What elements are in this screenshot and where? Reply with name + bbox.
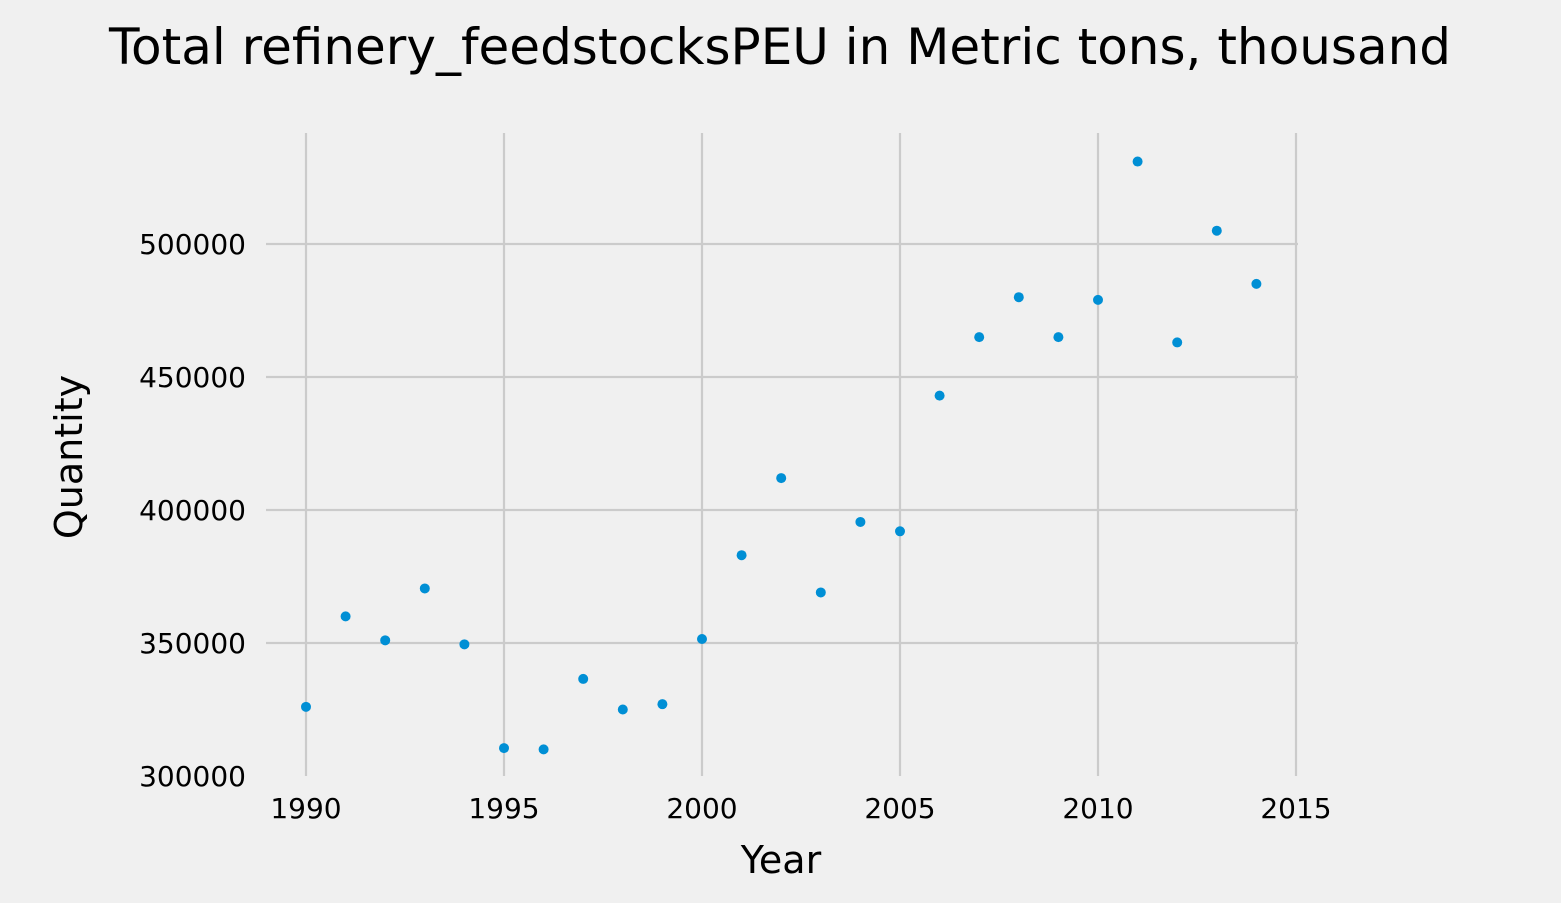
data-point xyxy=(657,699,668,710)
chart-title: Total refinery_feedstocksPEU in Metric t… xyxy=(108,18,1451,76)
data-point xyxy=(340,611,351,622)
data-point xyxy=(1172,337,1183,348)
data-point xyxy=(538,744,549,755)
data-point xyxy=(776,473,787,484)
data-point xyxy=(736,550,747,561)
data-point xyxy=(895,526,905,537)
data-point xyxy=(1211,225,1222,236)
x-tick-label: 1995 xyxy=(468,792,539,825)
y-tick-label: 500000 xyxy=(139,228,246,261)
data-point xyxy=(697,634,707,645)
y-tick-label: 300000 xyxy=(139,760,246,793)
data-point xyxy=(380,635,391,646)
y-tick-label: 400000 xyxy=(139,494,246,527)
data-point xyxy=(1013,292,1024,303)
data-point xyxy=(419,583,430,594)
data-point xyxy=(974,332,985,343)
data-point xyxy=(578,673,589,684)
data-point xyxy=(815,587,826,598)
x-tick-label: 2000 xyxy=(666,792,737,825)
data-point xyxy=(301,701,311,712)
x-tick-label: 2010 xyxy=(1062,792,1133,825)
y-tick-label: 350000 xyxy=(139,627,246,660)
y-axis-label: Quantity xyxy=(47,375,91,539)
data-point xyxy=(1093,294,1103,305)
x-tick-label: 2005 xyxy=(864,792,935,825)
data-point xyxy=(934,390,945,401)
x-tick-label: 1990 xyxy=(270,792,341,825)
tick-labels: 1990 1995 2000 2005 2010 2015 300000 350000 4000… xyxy=(139,228,1332,825)
data-point xyxy=(855,516,866,527)
data-point xyxy=(459,639,470,650)
grid xyxy=(266,133,1298,776)
data-point xyxy=(1132,156,1143,167)
data-point xyxy=(617,704,628,715)
data-point xyxy=(1251,278,1262,289)
y-tick-label: 450000 xyxy=(139,361,246,394)
data-point xyxy=(1053,332,1064,343)
x-axis-label: Year xyxy=(740,838,822,882)
x-tick-label: 2015 xyxy=(1260,792,1331,825)
data-points xyxy=(301,156,1262,755)
data-point xyxy=(499,743,509,754)
